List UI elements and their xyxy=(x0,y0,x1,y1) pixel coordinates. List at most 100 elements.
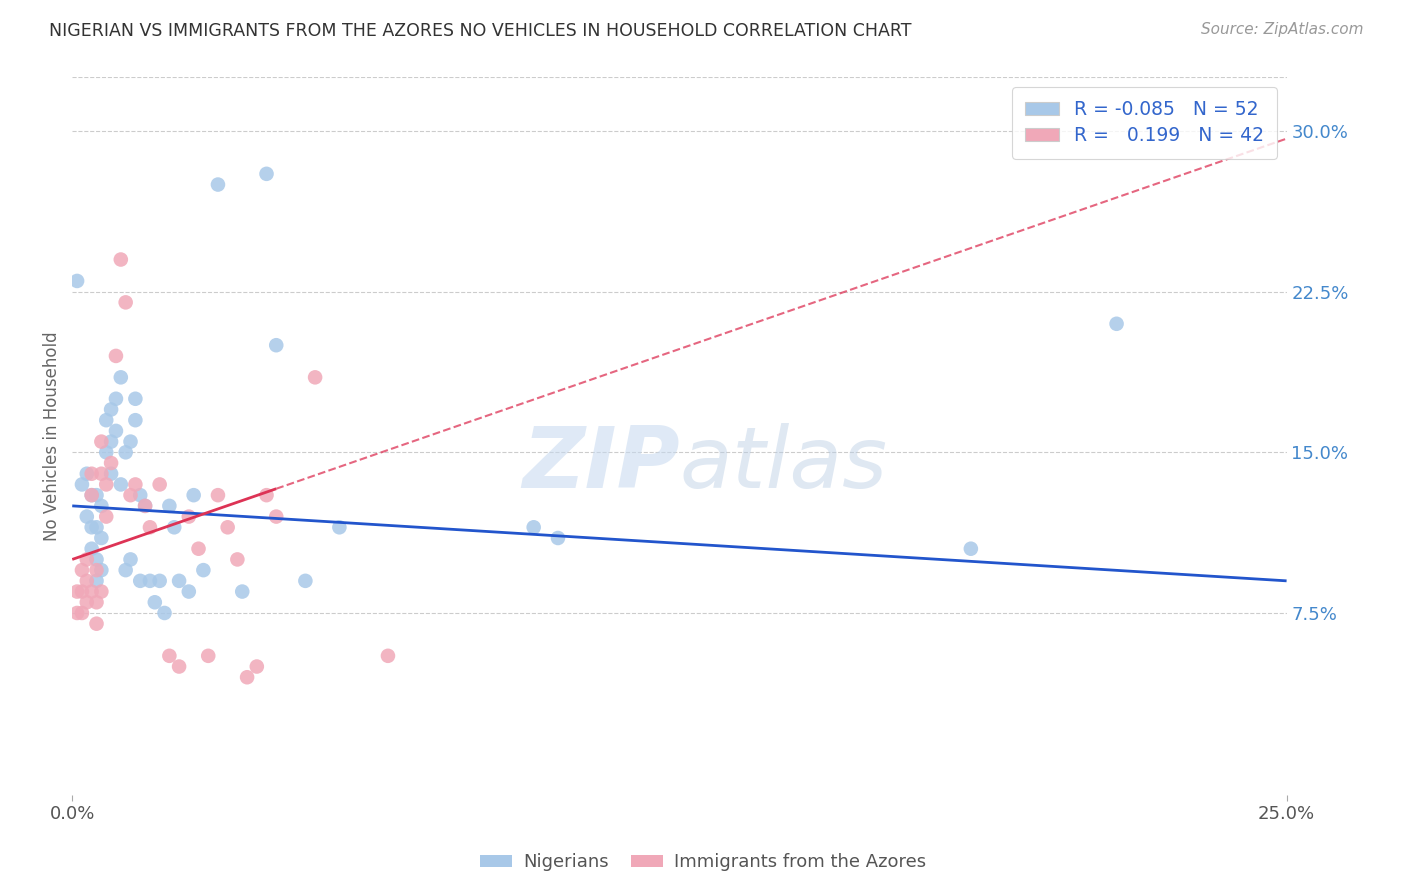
Point xyxy=(80,520,103,534)
Text: NIGERIAN VS IMMIGRANTS FROM THE AZORES NO VEHICLES IN HOUSEHOLD CORRELATION CHAR: NIGERIAN VS IMMIGRANTS FROM THE AZORES N… xyxy=(49,22,911,40)
Point xyxy=(80,488,103,502)
Point xyxy=(66,584,89,599)
Legend: Nigerians, Immigrants from the Azores: Nigerians, Immigrants from the Azores xyxy=(472,847,934,879)
Point xyxy=(90,434,112,449)
Point xyxy=(96,509,118,524)
Point xyxy=(149,574,172,588)
Point xyxy=(76,552,98,566)
Point xyxy=(523,520,546,534)
Point xyxy=(76,595,98,609)
Point xyxy=(129,488,152,502)
Point xyxy=(124,413,146,427)
Point xyxy=(217,520,239,534)
Point xyxy=(167,574,190,588)
Point xyxy=(139,520,162,534)
Point xyxy=(1105,317,1128,331)
Point xyxy=(120,434,142,449)
Y-axis label: No Vehicles in Household: No Vehicles in Household xyxy=(44,332,60,541)
Point xyxy=(96,445,118,459)
Point xyxy=(70,606,93,620)
Point xyxy=(86,563,108,577)
Point xyxy=(231,584,253,599)
Point xyxy=(100,456,122,470)
Point xyxy=(264,338,287,352)
Point xyxy=(96,477,118,491)
Point xyxy=(256,167,278,181)
Point xyxy=(197,648,219,663)
Point xyxy=(129,574,152,588)
Point xyxy=(110,370,132,384)
Point xyxy=(226,552,249,566)
Point xyxy=(96,413,118,427)
Point xyxy=(90,467,112,481)
Point xyxy=(76,467,98,481)
Point xyxy=(187,541,209,556)
Point xyxy=(80,467,103,481)
Point xyxy=(100,402,122,417)
Point xyxy=(86,520,108,534)
Point xyxy=(80,488,103,502)
Point xyxy=(207,488,229,502)
Point xyxy=(70,563,93,577)
Point xyxy=(70,584,93,599)
Point xyxy=(163,520,186,534)
Point xyxy=(328,520,350,534)
Point xyxy=(66,274,89,288)
Point xyxy=(157,499,180,513)
Point xyxy=(100,434,122,449)
Point xyxy=(246,659,269,673)
Point xyxy=(104,392,127,406)
Point xyxy=(80,541,103,556)
Point xyxy=(114,563,136,577)
Point xyxy=(90,584,112,599)
Point xyxy=(104,424,127,438)
Point xyxy=(177,584,200,599)
Point xyxy=(139,574,162,588)
Point xyxy=(80,584,103,599)
Point xyxy=(960,541,983,556)
Point xyxy=(183,488,205,502)
Point xyxy=(90,499,112,513)
Point xyxy=(70,477,93,491)
Point xyxy=(120,488,142,502)
Point xyxy=(143,595,166,609)
Point xyxy=(167,659,190,673)
Point xyxy=(76,509,98,524)
Point xyxy=(86,488,108,502)
Point xyxy=(110,252,132,267)
Text: atlas: atlas xyxy=(679,424,887,507)
Point xyxy=(134,499,156,513)
Point xyxy=(114,295,136,310)
Legend: R = -0.085   N = 52, R =   0.199   N = 42: R = -0.085 N = 52, R = 0.199 N = 42 xyxy=(1012,87,1277,159)
Text: ZIP: ZIP xyxy=(522,424,679,507)
Point xyxy=(153,606,176,620)
Point xyxy=(264,509,287,524)
Point xyxy=(157,648,180,663)
Point xyxy=(124,392,146,406)
Point xyxy=(66,606,89,620)
Point xyxy=(86,574,108,588)
Point xyxy=(110,477,132,491)
Point xyxy=(294,574,316,588)
Point xyxy=(149,477,172,491)
Point xyxy=(90,531,112,545)
Point xyxy=(236,670,259,684)
Point xyxy=(104,349,127,363)
Point xyxy=(377,648,399,663)
Point xyxy=(86,595,108,609)
Point xyxy=(256,488,278,502)
Point xyxy=(207,178,229,192)
Point xyxy=(134,499,156,513)
Point xyxy=(86,616,108,631)
Point xyxy=(86,552,108,566)
Text: Source: ZipAtlas.com: Source: ZipAtlas.com xyxy=(1201,22,1364,37)
Point xyxy=(547,531,569,545)
Point xyxy=(76,574,98,588)
Point xyxy=(124,477,146,491)
Point xyxy=(90,563,112,577)
Point xyxy=(193,563,215,577)
Point xyxy=(304,370,326,384)
Point xyxy=(120,552,142,566)
Point xyxy=(177,509,200,524)
Point xyxy=(100,467,122,481)
